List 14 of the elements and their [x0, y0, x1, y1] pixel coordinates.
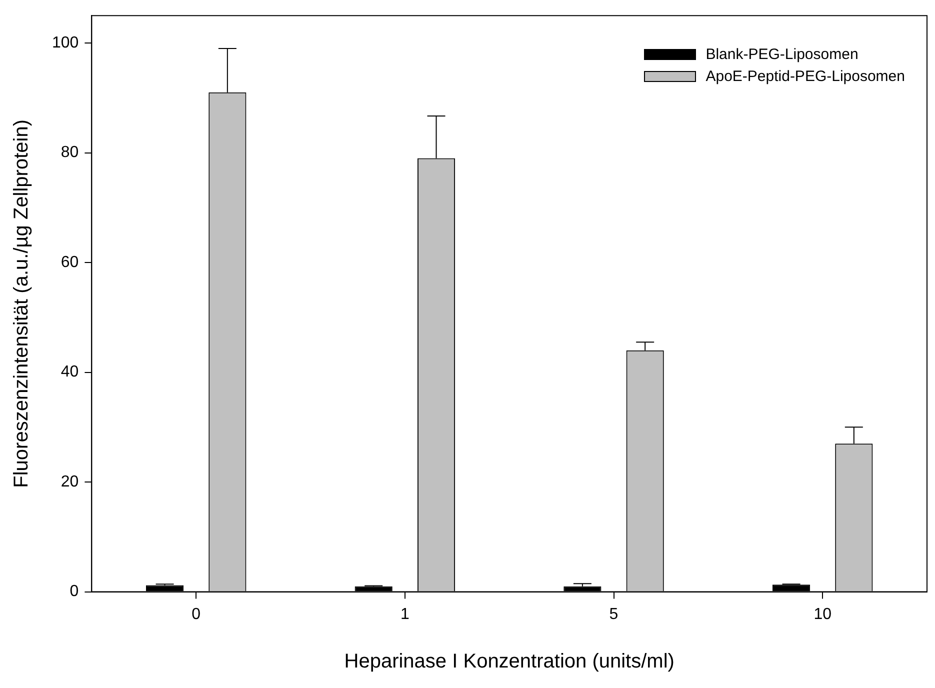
y-tick-label: 0	[70, 583, 79, 600]
x-tick-label: 10	[814, 606, 832, 623]
y-tick-label: 40	[60, 364, 79, 381]
legend-label: Blank-PEG-Liposomen	[706, 44, 858, 65]
y-tick-label: 80	[60, 144, 79, 162]
legend-label: ApoE-Peptid-PEG-Liposomen	[706, 66, 905, 87]
x-tick-label: 1	[400, 606, 410, 623]
y-tick-label: 100	[52, 34, 79, 52]
x-tick-label: 0	[192, 606, 201, 623]
y-axis-title: Fluoreszenzintensität (a.u./µg Zellprotein)	[10, 120, 33, 488]
x-tick-label: 5	[609, 606, 618, 623]
y-tick-label: 20	[60, 473, 79, 490]
y-tick-label: 60	[60, 254, 79, 271]
x-axis-title: Heparinase I Konzentration (units/ml)	[344, 650, 674, 673]
